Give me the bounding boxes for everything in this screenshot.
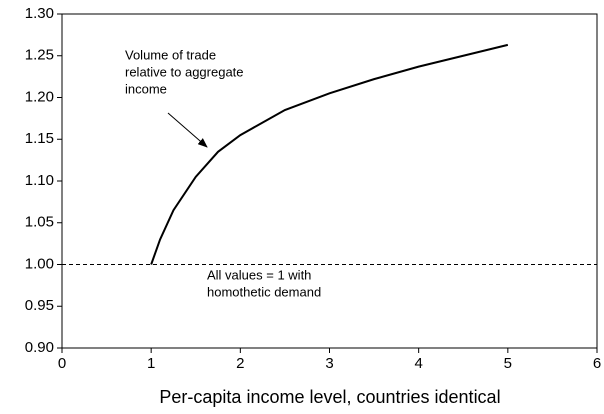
line [150, 43, 509, 265]
y-tick-label: 1.05 [25, 214, 54, 231]
y-tick-label: 1.10 [25, 172, 54, 189]
y-tick-label: 1.25 [25, 47, 54, 64]
x-axis-label: Per-capita income level, countries ident… [159, 387, 500, 407]
x-tick-label: 2 [236, 355, 244, 372]
x-tick-label: 1 [147, 355, 155, 372]
x-tick-label: 3 [325, 355, 333, 372]
arrow [167, 112, 208, 148]
x-tick-label: 4 [414, 355, 422, 372]
y-tick-label: 1.20 [25, 88, 54, 105]
annotation: income [125, 81, 167, 96]
annotation: relative to aggregate [125, 64, 244, 79]
x-tick-label: 5 [504, 355, 512, 372]
y-tick-label: 0.95 [25, 297, 54, 314]
y-tick-label: 1.00 [25, 255, 54, 272]
annotation: Volume of trade [125, 47, 216, 62]
annotation: homothetic demand [207, 284, 321, 299]
y-tick-label: 0.90 [25, 339, 54, 356]
annotation: All values = 1 with [207, 267, 311, 282]
y-tick-label: 1.15 [25, 130, 54, 147]
x-tick-label: 0 [58, 355, 66, 372]
y-tick-label: 1.30 [25, 5, 54, 22]
x-tick-label: 6 [593, 355, 601, 372]
